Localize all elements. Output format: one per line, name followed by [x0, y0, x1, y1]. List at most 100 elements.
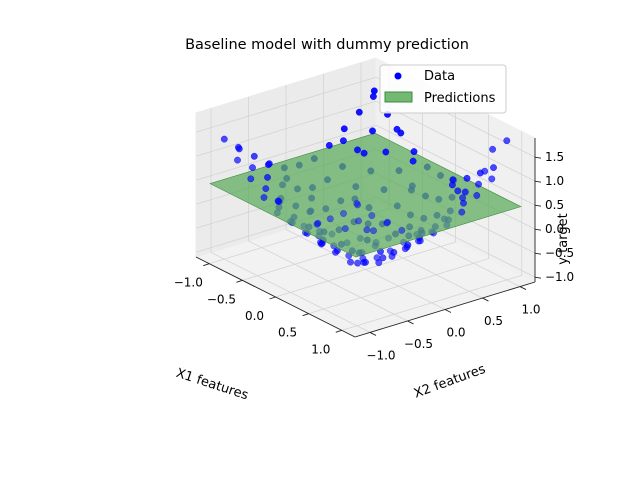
- data-point-23: [264, 173, 271, 181]
- z-tick-mark: [534, 204, 542, 207]
- data-point-74: [416, 237, 424, 245]
- x-tick-label: 0.0: [245, 309, 264, 323]
- data-point-150: [454, 187, 462, 195]
- data-point-108: [475, 180, 482, 188]
- y-tick-label: −1.0: [366, 348, 395, 362]
- z-tick-mark: [534, 276, 542, 279]
- x-tick-label: 0.5: [278, 326, 297, 340]
- z-tick-label: 1.5: [545, 150, 564, 164]
- x-axis-label: X1 features: [174, 366, 250, 404]
- y-tick-label: −0.5: [404, 337, 433, 351]
- grid-z-right: [375, 124, 536, 206]
- y-tick-label: 1.0: [521, 303, 540, 317]
- legend-data-marker: [394, 72, 402, 80]
- data-point-110: [370, 87, 378, 95]
- data-point-19: [341, 225, 349, 233]
- data-point-98: [473, 192, 481, 199]
- data-point-20: [355, 217, 362, 225]
- data-point-154: [379, 254, 387, 262]
- data-point-21: [368, 212, 376, 220]
- y-tick-mark: [444, 309, 452, 313]
- data-point-158: [275, 198, 283, 205]
- data-point-120: [503, 137, 511, 145]
- y-tick-mark: [482, 297, 489, 302]
- data-point-12: [249, 164, 256, 172]
- data-point-126: [409, 157, 417, 165]
- data-point-77: [325, 141, 333, 149]
- data-point-127: [449, 176, 457, 184]
- data-point-107: [461, 188, 469, 196]
- data-point-2: [247, 175, 255, 183]
- grid-z-left: [195, 124, 377, 181]
- data-point-123: [314, 219, 322, 227]
- z-tick-label: 1.0: [545, 174, 564, 188]
- z-axis-label: y target: [556, 213, 571, 264]
- data-point-8: [326, 215, 334, 223]
- data-point-101: [382, 148, 390, 156]
- prediction-plane: [209, 132, 522, 258]
- data-point-33: [265, 160, 273, 168]
- data-point-140: [404, 241, 412, 249]
- data-point-117: [463, 174, 471, 182]
- data-point-109: [488, 175, 496, 183]
- x-tick-mark: [335, 329, 342, 333]
- z-tick-mark: [534, 156, 542, 159]
- data-point-146: [489, 145, 497, 153]
- z-tick-mark: [534, 180, 542, 183]
- data-point-49: [347, 258, 354, 266]
- y-tick-mark: [407, 320, 414, 325]
- y-axis-label: X2 features: [412, 362, 488, 402]
- x-tick-mark: [302, 313, 309, 317]
- data-point-3: [260, 194, 268, 201]
- legend: Data Predictions: [379, 64, 507, 114]
- x-tick-mark: [203, 263, 210, 267]
- data-point-1: [234, 156, 241, 164]
- data-point-22: [250, 152, 258, 160]
- data-point-43: [398, 226, 406, 234]
- y-tick-label: 0.5: [484, 314, 503, 328]
- data-point-97: [460, 199, 467, 207]
- data-point-144: [354, 201, 362, 209]
- data-point-125: [339, 137, 347, 145]
- x-tick-mark: [236, 279, 243, 283]
- legend-data-label: Data: [424, 69, 455, 84]
- data-point-113: [410, 148, 418, 156]
- x-tick-label: −0.5: [207, 292, 236, 306]
- chart-title: Baseline model with dummy prediction: [185, 37, 469, 53]
- data-point-152: [363, 226, 371, 234]
- y-tick-mark: [519, 286, 527, 290]
- prediction-plane-layer: [209, 132, 522, 258]
- data-point-10: [353, 199, 361, 207]
- data-point-13: [262, 185, 270, 193]
- data-point-31: [370, 227, 377, 235]
- data-points-above-plane: [220, 87, 511, 235]
- legend-predictions-swatch: [384, 91, 413, 103]
- data-point-100: [369, 127, 376, 135]
- z-tick-label: 0.0: [545, 222, 564, 236]
- y-tick-label: 0.0: [446, 326, 465, 340]
- data-point-143: [369, 93, 377, 100]
- data-point-61: [375, 259, 383, 267]
- data-point-118: [476, 169, 484, 177]
- x-tick-label: −1.0: [174, 276, 203, 290]
- data-point-0: [220, 135, 228, 143]
- data-point-11: [235, 145, 243, 153]
- grid-z-left: [195, 76, 377, 133]
- data-point-148: [354, 259, 362, 267]
- data-point-9: [340, 210, 347, 217]
- z-tick-mark: [534, 228, 542, 231]
- data-point-124: [384, 218, 392, 226]
- grid-y-floor: [285, 229, 446, 310]
- data-point-151: [360, 149, 368, 157]
- x-tick-label: 1.0: [311, 342, 330, 356]
- data-point-99: [355, 108, 363, 116]
- data-point-87: [458, 208, 466, 216]
- grid-z-right: [375, 100, 536, 182]
- grid-y-floor: [210, 252, 371, 333]
- data-point-119: [490, 164, 497, 172]
- data-point-88: [340, 125, 348, 133]
- data-point-112: [397, 129, 405, 137]
- z-tick-mark: [534, 252, 542, 255]
- grid-y-floor: [248, 240, 408, 322]
